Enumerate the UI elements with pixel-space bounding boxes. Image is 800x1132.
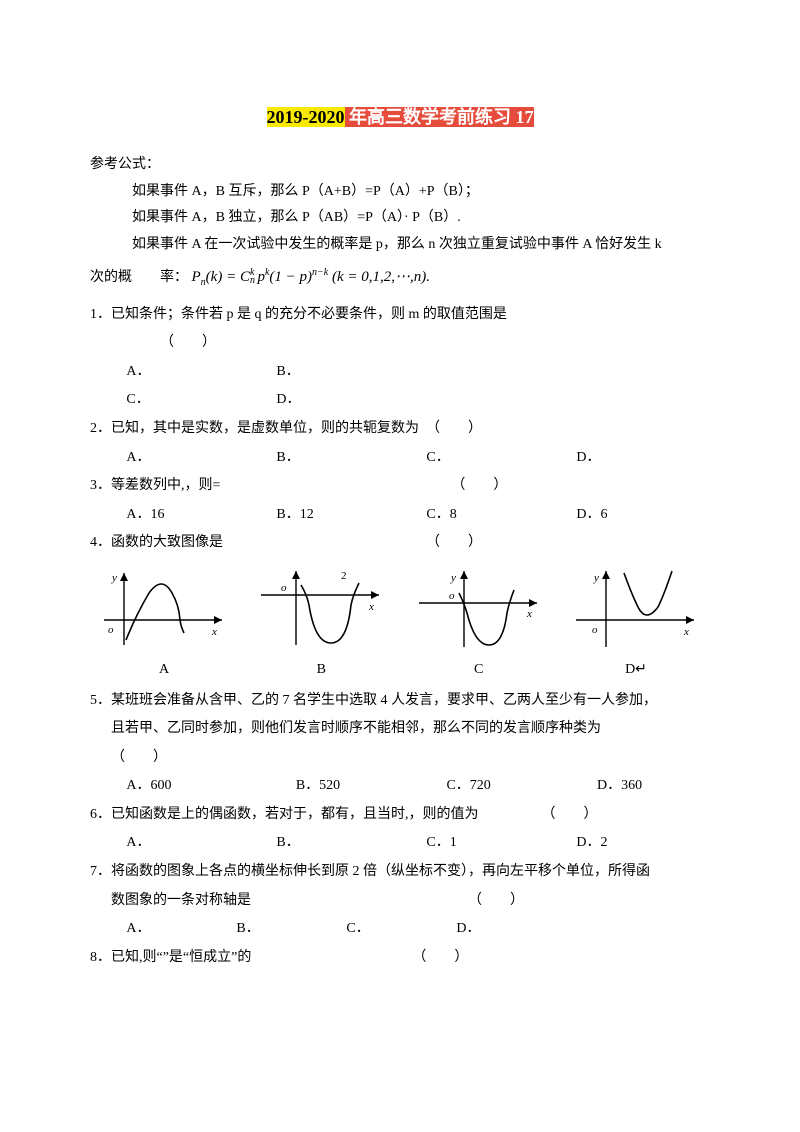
q7-stem2: 数图象的一条对称轴是 （ ） (90, 888, 710, 915)
q4-label-a: A (94, 657, 234, 684)
svg-text:o: o (449, 590, 455, 602)
intro-line-3: 如果事件 A，B 独立，那么 P（AB）=P（A）· P（B）. (90, 205, 710, 232)
q6-stem: 6．已知函数是上的偶函数，若对于，都有，且当时,，则的值为 （ ） (90, 802, 710, 829)
q8-stem: 8．已知,则“”是“恒成立”的 （ ） (90, 945, 710, 972)
q7-opt-b: B． (236, 916, 346, 943)
q3-opts: A．16 B．12 C．8 D．6 (90, 502, 710, 529)
q7-stem1: 7．将函数的图象上各点的横坐标伸长到原 2 倍（纵坐标不变），再向左平移个单位，… (90, 859, 710, 886)
q2-opt-d: D． (576, 445, 696, 472)
q4-graph-a: o x y A (94, 565, 234, 684)
svg-text:x: x (526, 608, 532, 620)
svg-text:x: x (368, 601, 374, 613)
q4-label-c: C (409, 657, 549, 684)
svg-text:y: y (111, 572, 117, 584)
svg-text:y: y (593, 572, 599, 584)
q4-graph-c: o x y C (409, 565, 549, 684)
q7-opts: A． B． C． D． (90, 916, 710, 943)
q5-opts: A．600 B．520 C．720 D．360 (90, 773, 710, 800)
intro-line-4: 如果事件 A 在一次试验中发生的概率是 p，那么 n 次独立重复试验中事件 A … (90, 232, 710, 259)
title-main: 年高三数学考前练习 17 (345, 107, 534, 127)
q4-label-d: D↵ (566, 657, 706, 684)
svg-text:x: x (211, 626, 217, 638)
svg-text:o: o (592, 624, 598, 636)
q5-stem1: 5．某班班会准备从含甲、乙的 7 名学生中选取 4 人发言，要求甲、乙两人至少有… (90, 688, 710, 715)
q5-opt-c: C．720 (446, 773, 597, 800)
q1-opt-c: C． (90, 387, 276, 414)
svg-text:x: x (683, 626, 689, 638)
q4-label-b: B (251, 657, 391, 684)
q6-opt-b: B． (276, 830, 426, 857)
q3-opt-a: A．16 (90, 502, 276, 529)
title-year: 2019-2020 (267, 107, 345, 127)
q7-opt-d: D． (456, 916, 566, 943)
q7-opt-c: C． (346, 916, 456, 943)
q5-stem2: 且若甲、乙同时参加，则他们发言时顺序不能相邻，那么不同的发言顺序种类为 (90, 716, 710, 743)
q4-stem: 4．函数的大致图像是 （ ） (90, 530, 710, 557)
q3-opt-d: D．6 (576, 502, 696, 529)
q3-opt-b: B．12 (276, 502, 426, 529)
q3-opt-c: C．8 (426, 502, 576, 529)
q5-opt-d: D．360 (597, 773, 710, 800)
q6-opt-a: A． (90, 830, 276, 857)
q6-opt-c: C．1 (426, 830, 576, 857)
q3-stem: 3．等差数列中,，则= （ ） (90, 473, 710, 500)
q2-opt-c: C． (426, 445, 576, 472)
formula-line: 次的概 率： Pn(k) = Ckn pk(1 − p)n−k (k = 0,1… (90, 263, 710, 292)
q1-opt-d: D． (276, 387, 426, 414)
q2-opt-b: B． (276, 445, 426, 472)
q5-opt-a: A．600 (90, 773, 296, 800)
q1-bracket: （ ） (90, 330, 710, 357)
formula-prefix: 次的概 率： (90, 270, 188, 285)
q2-opt-a: A． (90, 445, 276, 472)
svg-text:o: o (281, 582, 287, 594)
q6-opt-d: D．2 (576, 830, 696, 857)
svg-text:2: 2 (341, 570, 347, 582)
q1-opt-b: B． (276, 359, 476, 386)
q1-opt-a: A． (90, 359, 276, 386)
q4-graphs-row: o x y A o x 2 B (90, 565, 710, 684)
intro-line-2: 如果事件 A，B 互斥，那么 P（A+B）=P（A）+P（B）； (90, 179, 710, 206)
binomial-formula: Pn(k) = Ckn pk(1 − p)n−k (k = 0,1,2,⋯,n)… (192, 269, 431, 285)
q1-opts-row2: C． D． (90, 387, 710, 414)
q7-opt-a: A． (90, 916, 236, 943)
q1-stem: 1．已知条件；条件若 p 是 q 的充分不必要条件，则 m 的取值范围是 (90, 302, 710, 329)
q2-opts: A． B． C． D． (90, 445, 710, 472)
q4-graph-b: o x 2 B (251, 565, 391, 684)
q5-opt-b: B．520 (296, 773, 447, 800)
q2-stem: 2．已知，其中是实数，是虚数单位，则的共轭复数为 （ ） (90, 416, 710, 443)
q6-opts: A． B． C．1 D．2 (90, 830, 710, 857)
q4-graph-d: o x y D↵ (566, 565, 706, 684)
intro-header: 参考公式： (90, 152, 710, 179)
page-title: 2019-2020 年高三数学考前练习 17 (90, 100, 710, 134)
svg-text:o: o (108, 624, 114, 636)
svg-text:y: y (450, 572, 456, 584)
q1-opts-row1: A． B． (90, 359, 710, 386)
q5-bracket: （ ） (90, 745, 710, 772)
exam-page: 2019-2020 年高三数学考前练习 17 参考公式： 如果事件 A，B 互斥… (0, 0, 800, 1003)
